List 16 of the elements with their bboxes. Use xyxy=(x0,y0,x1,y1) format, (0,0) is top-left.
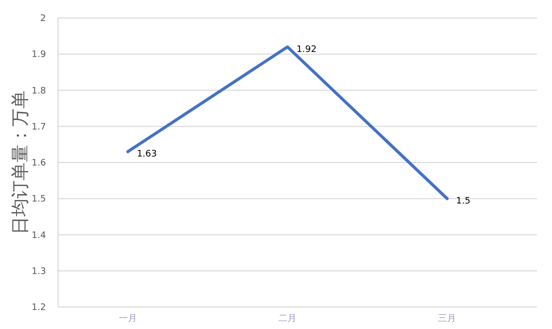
y-tick-label: 1.2 xyxy=(32,303,46,313)
y-tick-label: 1.5 xyxy=(32,194,46,205)
y-tick-label: 1.3 xyxy=(32,266,46,277)
data-label: 1.5 xyxy=(456,196,470,207)
x-tick-label: 二月 xyxy=(278,314,296,324)
x-tick-label: 三月 xyxy=(438,314,456,324)
y-axis-title: 日均订单量：万单 xyxy=(10,90,31,234)
data-label: 1.63 xyxy=(136,150,157,160)
y-tick-label: 1.8 xyxy=(32,86,46,96)
y-tick-label: 2 xyxy=(40,14,46,24)
y-tick-label: 1.4 xyxy=(32,230,46,241)
y-tick-label: 1.9 xyxy=(32,50,46,60)
x-tick-label: 一月 xyxy=(118,314,137,324)
y-tick-label: 1.7 xyxy=(32,122,46,132)
data-label: 1.92 xyxy=(296,44,317,55)
y-tick-label: 1.6 xyxy=(32,158,46,168)
